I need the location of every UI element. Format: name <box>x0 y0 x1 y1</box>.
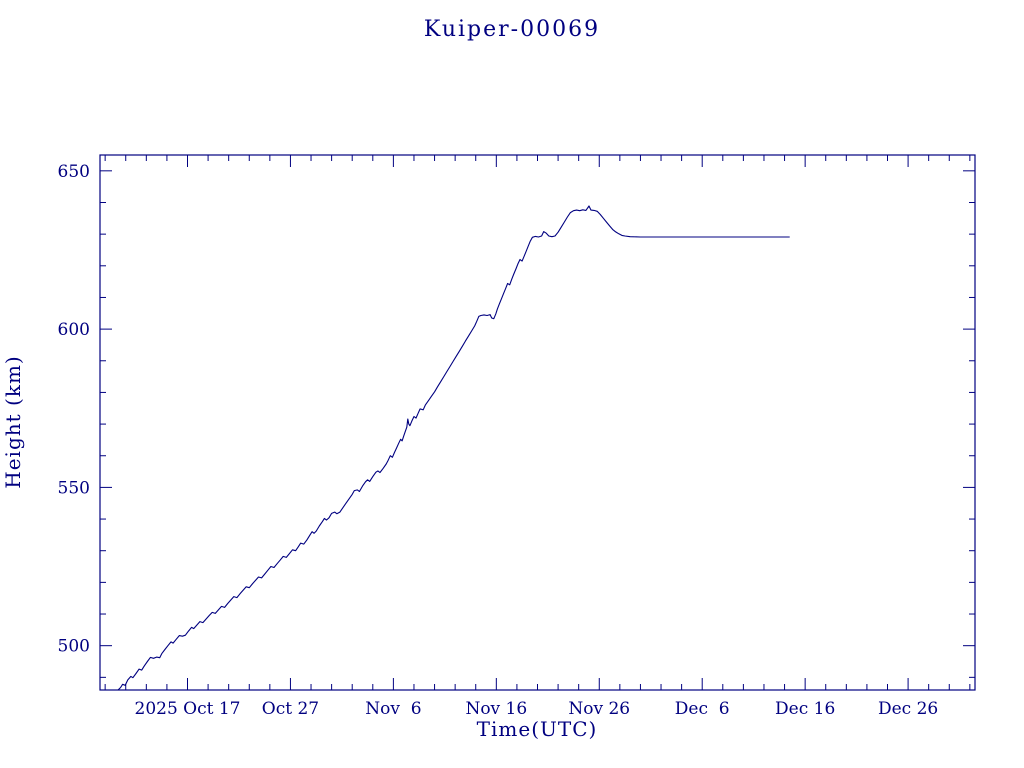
plot-area: 2025 Oct 17 Oct 27 Nov 6 Nov 16 Nov 26 Dec 6 D… <box>58 154 976 719</box>
y-axis-label: Height (km) <box>1 355 25 488</box>
plot-frame <box>99 154 976 691</box>
y-tick-label: 500 <box>58 637 90 657</box>
x-tick-label: 2025 Oct 17 <box>135 699 241 719</box>
x-tick-label: Dec 6 <box>675 699 730 719</box>
x-tick-label: Nov 16 <box>465 699 527 719</box>
x-tick-label: Oct 27 <box>262 699 319 719</box>
y-tick-label: 600 <box>58 320 90 340</box>
x-tick-label: Dec 16 <box>775 699 835 719</box>
x-tick-label: Nov 6 <box>365 699 421 719</box>
chart-title: Kuiper-00069 <box>424 17 600 42</box>
x-tick-label: Dec 26 <box>878 699 938 719</box>
x-axis-label: Time(UTC) <box>477 717 598 741</box>
height-line <box>117 205 790 690</box>
y-tick-label: 650 <box>58 162 90 182</box>
x-tick-label: Nov 26 <box>568 699 630 719</box>
y-tick-label: 550 <box>58 478 90 498</box>
